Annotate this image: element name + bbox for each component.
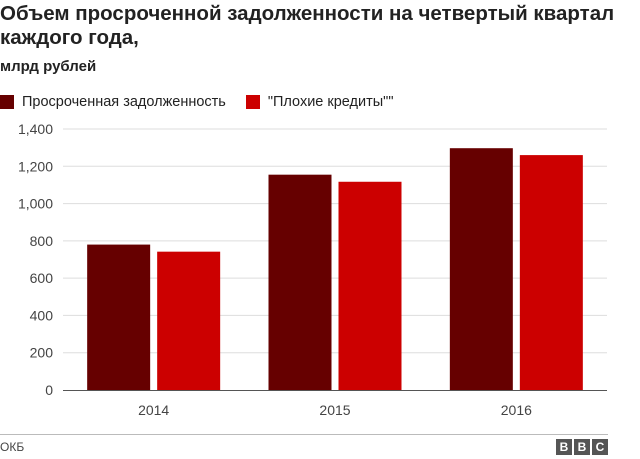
y-tick-label-0: 0 [45, 382, 53, 398]
logo-letter-b1: B [556, 439, 572, 455]
legend-swatch-series-2 [245, 95, 260, 109]
bar-2016-series-1 [449, 148, 513, 390]
bar-2014-series-2 [157, 251, 221, 390]
y-tick-label-600: 600 [30, 270, 54, 286]
y-tick-label-800: 800 [30, 233, 54, 249]
chart-title: Объем просроченной задолженности на четв… [0, 2, 615, 49]
legend-item-series-1: Просроченная задолженность [0, 94, 226, 110]
logo-letter-c: C [592, 439, 608, 455]
bar-2015-series-2 [338, 181, 402, 390]
logo-letter-b2: B [574, 439, 590, 455]
x-tick-label-2016: 2016 [501, 402, 532, 418]
legend: Просроченная задолженность "Плохие креди… [0, 92, 413, 112]
y-tick-label-400: 400 [30, 307, 54, 323]
bar-2015-series-1 [268, 174, 332, 390]
bar-2014-series-1 [87, 244, 151, 390]
legend-item-series-2: "Плохие кредиты"" [245, 94, 394, 110]
chart-subtitle: млрд рублей [0, 58, 97, 75]
x-tick-label-2015: 2015 [319, 402, 350, 418]
legend-label-series-2: "Плохие кредиты"" [267, 94, 394, 110]
y-tick-label-1400: 1,400 [18, 121, 53, 137]
y-tick-label-1200: 1,200 [18, 158, 53, 174]
source-label: ОКБ [0, 440, 25, 454]
legend-swatch-series-1 [0, 95, 14, 109]
legend-label-series-1: Просроченная задолженность [22, 94, 226, 110]
x-tick-label-2014: 2014 [138, 402, 169, 418]
y-tick-label-200: 200 [30, 345, 54, 361]
y-tick-label-1000: 1,000 [18, 196, 53, 212]
footer-divider [0, 434, 608, 435]
bar-chart: 0 200 400 600 800 1,000 1,200 1,400 2014 2015 2016 [18, 121, 607, 418]
bar-2016-series-2 [519, 155, 583, 390]
bbc-logo: B B C [556, 439, 608, 455]
